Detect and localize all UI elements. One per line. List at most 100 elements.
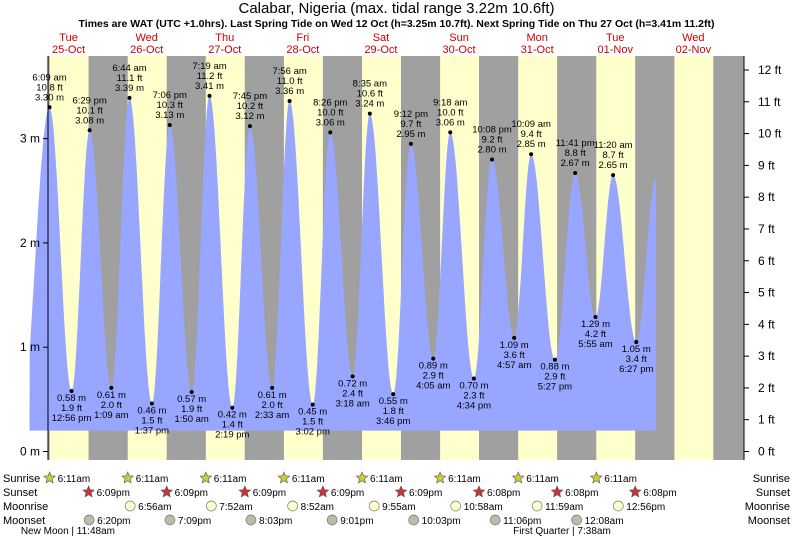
high-tide-label: 11:20 am (594, 140, 633, 151)
high-tide-point (408, 141, 413, 146)
high-tide-label: 3.41 m (195, 81, 224, 92)
moonrise-moon-icon (531, 500, 543, 512)
high-tide-label: 7:45 pm (233, 91, 267, 102)
right-tick-label: 11 ft (758, 95, 781, 109)
tide-area (29, 95, 656, 431)
moonset-moon-icon (489, 514, 501, 526)
high-tide-label: 3.06 m (436, 117, 465, 128)
moonset-time: 8:03pm (259, 516, 292, 527)
sunset-time: 6:09pm (331, 488, 364, 499)
day-name-label: Thu (215, 32, 234, 44)
low-tide-label: 4:34 pm (457, 400, 491, 411)
moon-phase-label: First Quarter | 7:38am (513, 526, 611, 537)
sunrise-star-icon (199, 471, 213, 484)
right-tick-label: 6 ft (758, 254, 775, 268)
high-tide-label: 7:19 am (192, 61, 226, 72)
high-tide-label: 9.7 ft (400, 119, 421, 130)
sunset-star-icon (550, 485, 564, 498)
sunrise-star-icon (433, 471, 447, 484)
low-tide-label: 0.89 m (419, 361, 448, 372)
low-tide-point (69, 389, 74, 394)
day-name-label: Tue (59, 32, 78, 44)
sunrise-time: 6:11am (370, 474, 403, 485)
sunrise-time: 6:11am (136, 474, 169, 485)
high-tide-point (490, 157, 495, 162)
day-date-label: 01-Nov (598, 44, 634, 56)
high-tide-point (287, 99, 292, 104)
sunset-time: 6:08pm (643, 488, 676, 499)
low-tide-point (270, 385, 275, 390)
high-tide-label: 2.80 m (477, 144, 506, 155)
low-tide-label: 0.61 m (258, 390, 287, 401)
sunset-time: 6:08pm (487, 488, 520, 499)
high-tide-label: 11.1 ft (117, 73, 143, 84)
low-tide-label: 0.46 m (137, 406, 166, 417)
low-tide-point (149, 401, 154, 406)
right-tick-label: 1 ft (758, 413, 775, 427)
high-tide-label: 3.08 m (75, 115, 104, 126)
high-tide-label: 2.95 m (396, 129, 425, 140)
high-tide-label: 10.1 ft (76, 105, 103, 116)
low-tide-label: 0.55 m (379, 396, 408, 407)
high-tide-point (611, 173, 616, 178)
high-tide-label: 10:09 am (511, 119, 551, 130)
moonset-moon-icon (164, 514, 176, 526)
moonset-moon-icon (83, 514, 95, 526)
sunset-row-label-right: Sunset (756, 487, 790, 499)
low-tide-point (593, 314, 598, 319)
high-tide-point (247, 124, 252, 129)
low-tide-label: 0.61 m (97, 390, 126, 401)
sunrise-time: 6:11am (214, 474, 247, 485)
moonrise-moon-icon (368, 500, 380, 512)
high-tide-label: 6:09 am (32, 72, 66, 83)
sunrise-star-icon (511, 471, 525, 484)
low-tide-label: 1.4 ft (222, 420, 243, 431)
tide-curve (29, 95, 656, 431)
high-tide-label: 11.0 ft (277, 76, 303, 87)
low-tide-label: 2:33 am (255, 410, 289, 421)
low-tide-label: 1:09 am (94, 410, 128, 421)
sunrise-time: 6:11am (292, 474, 325, 485)
day-name-label: Sun (449, 32, 469, 44)
high-tide-label: 10:08 pm (472, 124, 512, 135)
high-tide-label: 7:56 am (272, 66, 306, 77)
sunset-time: 6:09pm (97, 488, 130, 499)
moonset-moon-icon (245, 514, 257, 526)
high-tide-label: 11:41 pm (556, 138, 595, 149)
sunset-star-icon (394, 485, 408, 498)
high-tide-label: 7:06 pm (153, 90, 187, 101)
moonset-time: 10:03pm (422, 516, 461, 527)
high-tide-label: 10.6 ft (357, 89, 384, 100)
high-tide-label: 3.13 m (155, 110, 184, 121)
moonset-time: 7:09pm (178, 516, 211, 527)
low-tide-point (350, 374, 355, 379)
moonrise-moon-icon (205, 500, 217, 512)
sunset-time: 6:09pm (409, 488, 442, 499)
moonrise-time: 6:56am (138, 502, 171, 513)
moonset-time: 6:20pm (97, 516, 130, 527)
low-tide-label: 1.5 ft (141, 416, 162, 427)
sunrise-star-icon (589, 471, 603, 484)
left-tick-label: 1 m (20, 340, 40, 354)
low-tide-label: 5:55 am (578, 339, 612, 350)
sunrise-time: 6:11am (604, 474, 637, 485)
sunrise-star-icon (43, 471, 57, 484)
moonrise-time: 11:59am (545, 502, 583, 513)
low-tide-label: 1.09 m (500, 340, 529, 351)
high-tide-point (127, 95, 132, 100)
right-tick-label: 4 ft (758, 317, 775, 331)
low-tide-label: 0.57 m (177, 394, 206, 405)
day-date-label: 30-Oct (443, 44, 476, 56)
sunrise-row-label-left: Sunrise (3, 473, 40, 485)
low-tide-label: 3.4 ft (626, 354, 647, 365)
moonrise-row-label-left: Moonrise (3, 501, 48, 513)
high-tide-label: 8:35 am (353, 79, 387, 90)
day-date-label: 25-Oct (52, 44, 85, 56)
high-tide-label: 8.8 ft (565, 148, 586, 159)
low-tide-point (471, 376, 476, 381)
low-tide-label: 1.29 m (581, 319, 610, 330)
low-tide-point (634, 339, 639, 344)
high-tide-label: 6:29 pm (72, 95, 106, 106)
day-date-label: 02-Nov (676, 44, 712, 56)
